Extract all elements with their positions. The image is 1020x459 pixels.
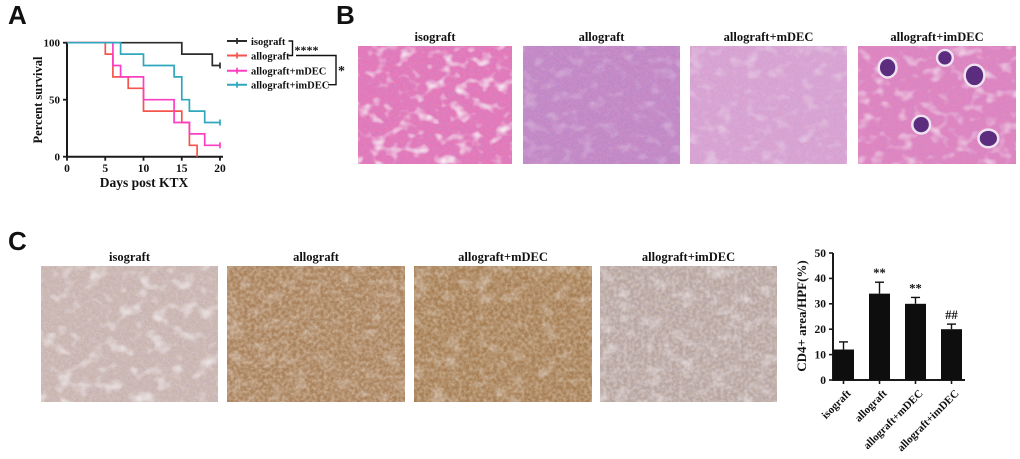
- sig-bracket-allograft-vs-imdec: [296, 54, 337, 86]
- sig-label-allograft+imDEC: ##: [945, 308, 958, 322]
- ihc-caption: isograft: [109, 250, 150, 264]
- ihc-micrograph: [41, 266, 218, 402]
- glomerulus-blob: [877, 56, 898, 79]
- y-tick-label: 100: [44, 38, 61, 50]
- bar-isograft: [833, 349, 854, 380]
- he-caption: allograft+mDEC: [723, 30, 814, 44]
- micrograph-texture: [358, 46, 512, 164]
- he-figure-3: allograft+imDEC: [858, 28, 1016, 164]
- ihc-figure-2: allograft+mDEC: [414, 248, 592, 402]
- survival-series-allograft: [67, 41, 198, 157]
- ihc-figure-0: isograft: [41, 248, 218, 402]
- he-caption: allograft+imDEC: [890, 30, 984, 44]
- x-tick-label-allograft: allograft: [853, 387, 890, 424]
- ihc-figure-1: allograft: [227, 248, 405, 402]
- micrograph-texture: [858, 46, 1016, 164]
- micrograph-texture: [41, 266, 218, 402]
- ihc-micrograph: [600, 266, 777, 402]
- he-micrograph: [858, 46, 1016, 164]
- bar-allograft+imDEC: [941, 329, 962, 380]
- survival-series-allograft+imDEC: [67, 41, 220, 124]
- micrograph-texture: [523, 46, 680, 164]
- x-tick-label-allograft+imDEC: allograft+imDEC: [895, 388, 962, 455]
- survival-curve-chart: 0 50 100 0 5 10 15 20 Percent survival Days post …: [31, 37, 345, 190]
- y-tick-label: 50: [815, 248, 827, 260]
- panel-b-label: B: [336, 0, 355, 30]
- bar-allograft: [869, 293, 890, 380]
- sig-bracket-isograft-vs-allograft: [288, 40, 294, 57]
- legend-label-allograft: allograft: [251, 51, 290, 62]
- x-tick-label: 5: [102, 163, 108, 175]
- glomerulus-blob: [935, 48, 955, 67]
- x-axis-title: Days post KTX: [100, 175, 189, 190]
- sig-stars-4: ****: [295, 43, 319, 57]
- panel-c-label: C: [8, 226, 27, 256]
- micrograph-texture: [600, 266, 777, 402]
- bar-allograft+mDEC: [905, 303, 926, 380]
- he-micrograph: [523, 46, 680, 164]
- he-figure-0: isograft: [358, 28, 512, 164]
- y-tick-label: 20: [815, 324, 827, 336]
- legend-label-allograft+mDEC: allograft+mDEC: [251, 67, 326, 78]
- sig-label-allograft: **: [873, 266, 886, 280]
- he-micrograph: [358, 46, 512, 164]
- legend-label-allograft+imDEC: allograft+imDEC: [251, 81, 329, 92]
- he-micrograph: [690, 46, 847, 164]
- glomerulus-blob: [977, 128, 1000, 149]
- survival-series-allograft+mDEC: [67, 41, 220, 147]
- survival-series-isograft: [67, 41, 220, 67]
- glomerulus-blob: [911, 114, 932, 135]
- x-tick-label-isograft: isograft: [820, 387, 854, 421]
- glomerulus-blob: [963, 63, 986, 88]
- sig-star-1: *: [338, 64, 345, 79]
- he-figure-1: allograft: [523, 28, 680, 164]
- micrograph-texture: [414, 266, 592, 402]
- sig-label-allograft+mDEC: **: [909, 281, 922, 295]
- cd4-bar-chart: 0 10 20 30 40 50 CD4+ area/HPF(%) isograft ** all…: [795, 248, 965, 455]
- x-tick-label: 10: [138, 163, 150, 175]
- he-figure-2: allograft+mDEC: [690, 28, 847, 164]
- he-caption: allograft: [578, 30, 625, 44]
- micrograph-texture: [690, 46, 847, 164]
- ihc-caption: allograft+mDEC: [458, 250, 548, 264]
- ihc-caption: allograft+imDEC: [641, 250, 736, 264]
- y-tick-label: 40: [815, 273, 827, 285]
- x-tick-label: 20: [214, 163, 226, 175]
- panel-a-label: A: [8, 0, 27, 30]
- y-axis-title: Percent survival: [31, 56, 45, 143]
- y-tick-label: 30: [815, 299, 827, 311]
- ihc-micrograph: [414, 266, 592, 402]
- y-tick-label: 0: [820, 375, 826, 387]
- he-caption: isograft: [414, 30, 456, 44]
- legend-label-isograft: isograft: [251, 37, 286, 48]
- x-tick-label: 15: [176, 163, 188, 175]
- y-tick-label: 0: [55, 152, 61, 164]
- micrograph-texture: [227, 266, 405, 402]
- y-tick-label: 50: [49, 95, 61, 107]
- ihc-caption: allograft: [293, 250, 339, 264]
- y-axis-title: CD4+ area/HPF(%): [795, 260, 809, 372]
- y-tick-label: 10: [815, 349, 827, 361]
- x-tick-label: 0: [64, 163, 70, 175]
- ihc-micrograph: [227, 266, 405, 402]
- ihc-figure-3: allograft+imDEC: [600, 248, 777, 402]
